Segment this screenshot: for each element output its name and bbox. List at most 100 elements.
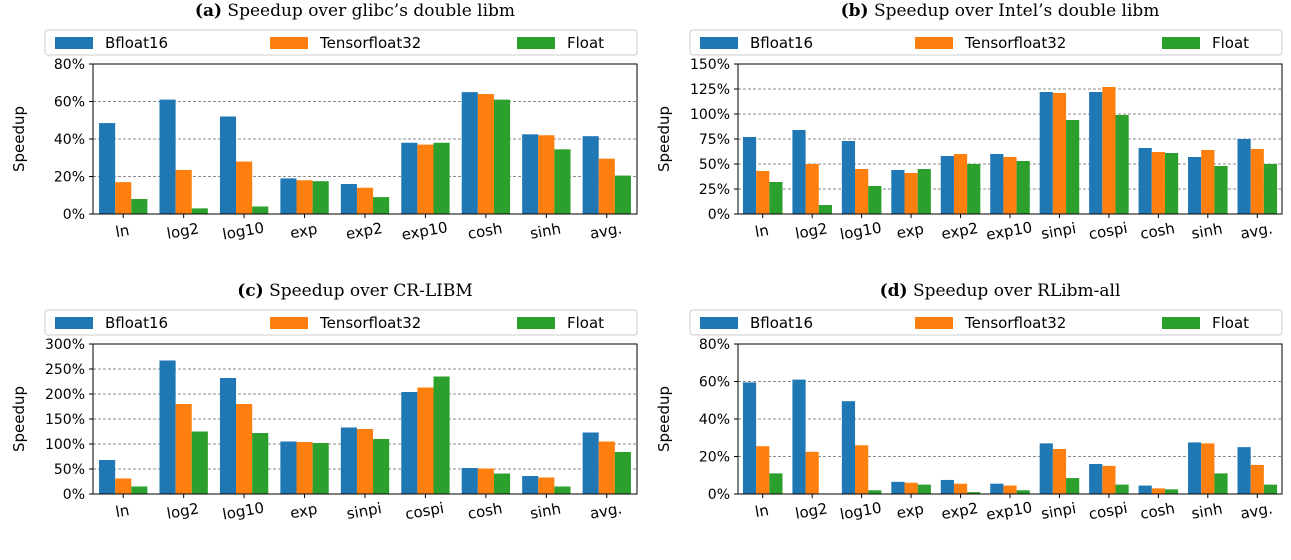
bar-bfloat16-cospi xyxy=(1089,92,1103,214)
y-tick-label: 40% xyxy=(699,412,730,428)
bar-float-cospi xyxy=(1115,115,1129,214)
y-tick-label: 0% xyxy=(708,487,730,503)
bar-tensorfloat32-log10 xyxy=(236,161,253,214)
x-tick-label: log10 xyxy=(839,219,883,244)
bar-bfloat16-log2 xyxy=(159,99,176,214)
chart-title: (d) Speedup over RLibm-all xyxy=(880,281,1121,301)
bar-bfloat16-avg xyxy=(582,136,599,214)
bar-float-sinh xyxy=(1214,166,1228,214)
bar-float-avg xyxy=(614,452,631,494)
legend-label-bfloat16: Bfloat16 xyxy=(105,314,168,332)
chart-panel-c: (c) Speedup over CR-LIBM 0% 50% 100% 150% 200… xyxy=(0,280,645,560)
bar-bfloat16-exp10 xyxy=(990,483,1004,494)
y-tick-label: 300% xyxy=(45,337,85,353)
bar-float-exp xyxy=(312,181,329,214)
bar-bfloat16-sinh xyxy=(522,134,539,214)
bar-bfloat16-exp10 xyxy=(990,154,1004,214)
y-tick-label: 0% xyxy=(708,207,730,223)
bar-bfloat16-exp xyxy=(280,441,297,494)
bar-bfloat16-cospi xyxy=(401,392,418,494)
legend-label-tensorfloat32: Tensorfloat32 xyxy=(319,314,421,332)
bar-float-cospi xyxy=(1115,484,1129,494)
bar-bfloat16-exp10 xyxy=(401,142,418,214)
bar-tensorfloat32-exp10 xyxy=(417,144,434,214)
bar-float-sinh xyxy=(554,149,571,214)
x-tick-label: cospi xyxy=(404,499,445,523)
x-tick-label: exp10 xyxy=(400,218,449,244)
legend-swatch-float xyxy=(517,37,555,49)
bar-tensorfloat32-cosh xyxy=(1151,488,1165,494)
bar-bfloat16-sinh xyxy=(1188,157,1202,214)
chart-panel-a: (a) Speedup over glibc’s double libm 0% 20… xyxy=(0,0,645,280)
bar-float-sinh xyxy=(1214,473,1228,494)
x-tick-label: cospi xyxy=(1087,219,1128,243)
bar-tensorfloat32-ln xyxy=(756,171,770,214)
bar-bfloat16-exp2 xyxy=(940,156,954,214)
bar-float-log2 xyxy=(818,205,832,214)
y-tick-label: 200% xyxy=(45,387,85,403)
y-tick-label: 150% xyxy=(690,57,730,73)
x-tick-label: ln xyxy=(754,221,771,241)
x-tick-label: sinh xyxy=(1190,500,1224,523)
bar-tensorfloat32-log2 xyxy=(175,169,192,214)
x-tick-label: avg. xyxy=(1239,219,1274,242)
bar-float-cospi xyxy=(433,376,450,494)
x-tick-label: sinh xyxy=(529,220,563,243)
chart-title-text: Speedup over RLibm-all xyxy=(908,281,1121,301)
y-axis-label: Speedup xyxy=(10,106,28,172)
x-tick-label: sinpi xyxy=(1040,499,1078,523)
bar-tensorfloat32-cospi xyxy=(417,387,434,494)
legend-swatch-tensorfloat32 xyxy=(915,37,953,49)
bar-tensorfloat32-exp xyxy=(296,442,313,494)
x-tick-label: cosh xyxy=(466,219,503,243)
bar-tensorfloat32-log2 xyxy=(805,164,819,214)
legend-frame xyxy=(689,309,1283,336)
bar-float-cosh xyxy=(1164,489,1179,494)
y-tick-label: 25% xyxy=(699,182,730,198)
bar-bfloat16-avg xyxy=(582,432,599,494)
x-tick-label: exp xyxy=(895,500,925,522)
bar-bfloat16-ln xyxy=(99,460,116,494)
x-tick-label: log2 xyxy=(794,499,829,522)
x-tick-label: exp10 xyxy=(985,498,1034,524)
y-axis-label: Speedup xyxy=(10,386,28,452)
bar-bfloat16-sinpi xyxy=(1039,92,1053,214)
bar-float-avg xyxy=(614,175,631,214)
bar-bfloat16-log10 xyxy=(219,378,237,494)
y-tick-label: 50% xyxy=(699,157,730,173)
bar-tensorfloat32-ln xyxy=(115,478,132,494)
legend-label-tensorfloat32: Tensorfloat32 xyxy=(964,34,1066,52)
bar-float-exp xyxy=(917,169,931,214)
chart-caption-label: (d) xyxy=(880,281,908,301)
x-tick-label: exp2 xyxy=(940,219,979,243)
bar-tensorfloat32-exp10 xyxy=(1003,157,1017,214)
legend-swatch-bfloat16 xyxy=(55,317,93,329)
bar-tensorfloat32-avg xyxy=(1250,149,1264,214)
bar-tensorfloat32-cospi xyxy=(1102,465,1116,494)
chart-a: (a) Speedup over glibc’s double libm 0% 20… xyxy=(10,1,638,244)
bar-float-sinpi xyxy=(1066,120,1080,214)
bar-tensorfloat32-sinh xyxy=(538,135,555,214)
legend-swatch-tensorfloat32 xyxy=(915,317,953,329)
bar-bfloat16-log2 xyxy=(792,379,806,494)
x-tick-label: sinh xyxy=(529,500,563,523)
bar-tensorfloat32-log2 xyxy=(175,404,192,494)
x-tick-label: avg. xyxy=(588,219,623,242)
x-tick-label: log2 xyxy=(794,219,829,242)
bar-float-exp xyxy=(917,484,931,494)
legend-label-tensorfloat32: Tensorfloat32 xyxy=(964,314,1066,332)
bar-float-exp2 xyxy=(967,164,981,214)
x-tick-label: avg. xyxy=(1239,499,1274,522)
legend-label-float: Float xyxy=(567,314,604,332)
bar-tensorfloat32-exp10 xyxy=(1003,485,1017,494)
bar-float-ln xyxy=(131,486,148,494)
chart-title-text: Speedup over CR-LIBM xyxy=(264,281,473,301)
x-tick-label: cosh xyxy=(1139,499,1176,523)
bar-bfloat16-exp xyxy=(891,170,905,214)
bar-tensorfloat32-ln xyxy=(756,446,770,494)
bar-float-cosh xyxy=(493,99,511,214)
bar-tensorfloat32-cosh xyxy=(1151,152,1165,214)
bar-bfloat16-ln xyxy=(99,123,116,214)
bar-float-exp10 xyxy=(1016,161,1030,214)
legend-label-tensorfloat32: Tensorfloat32 xyxy=(319,34,421,52)
